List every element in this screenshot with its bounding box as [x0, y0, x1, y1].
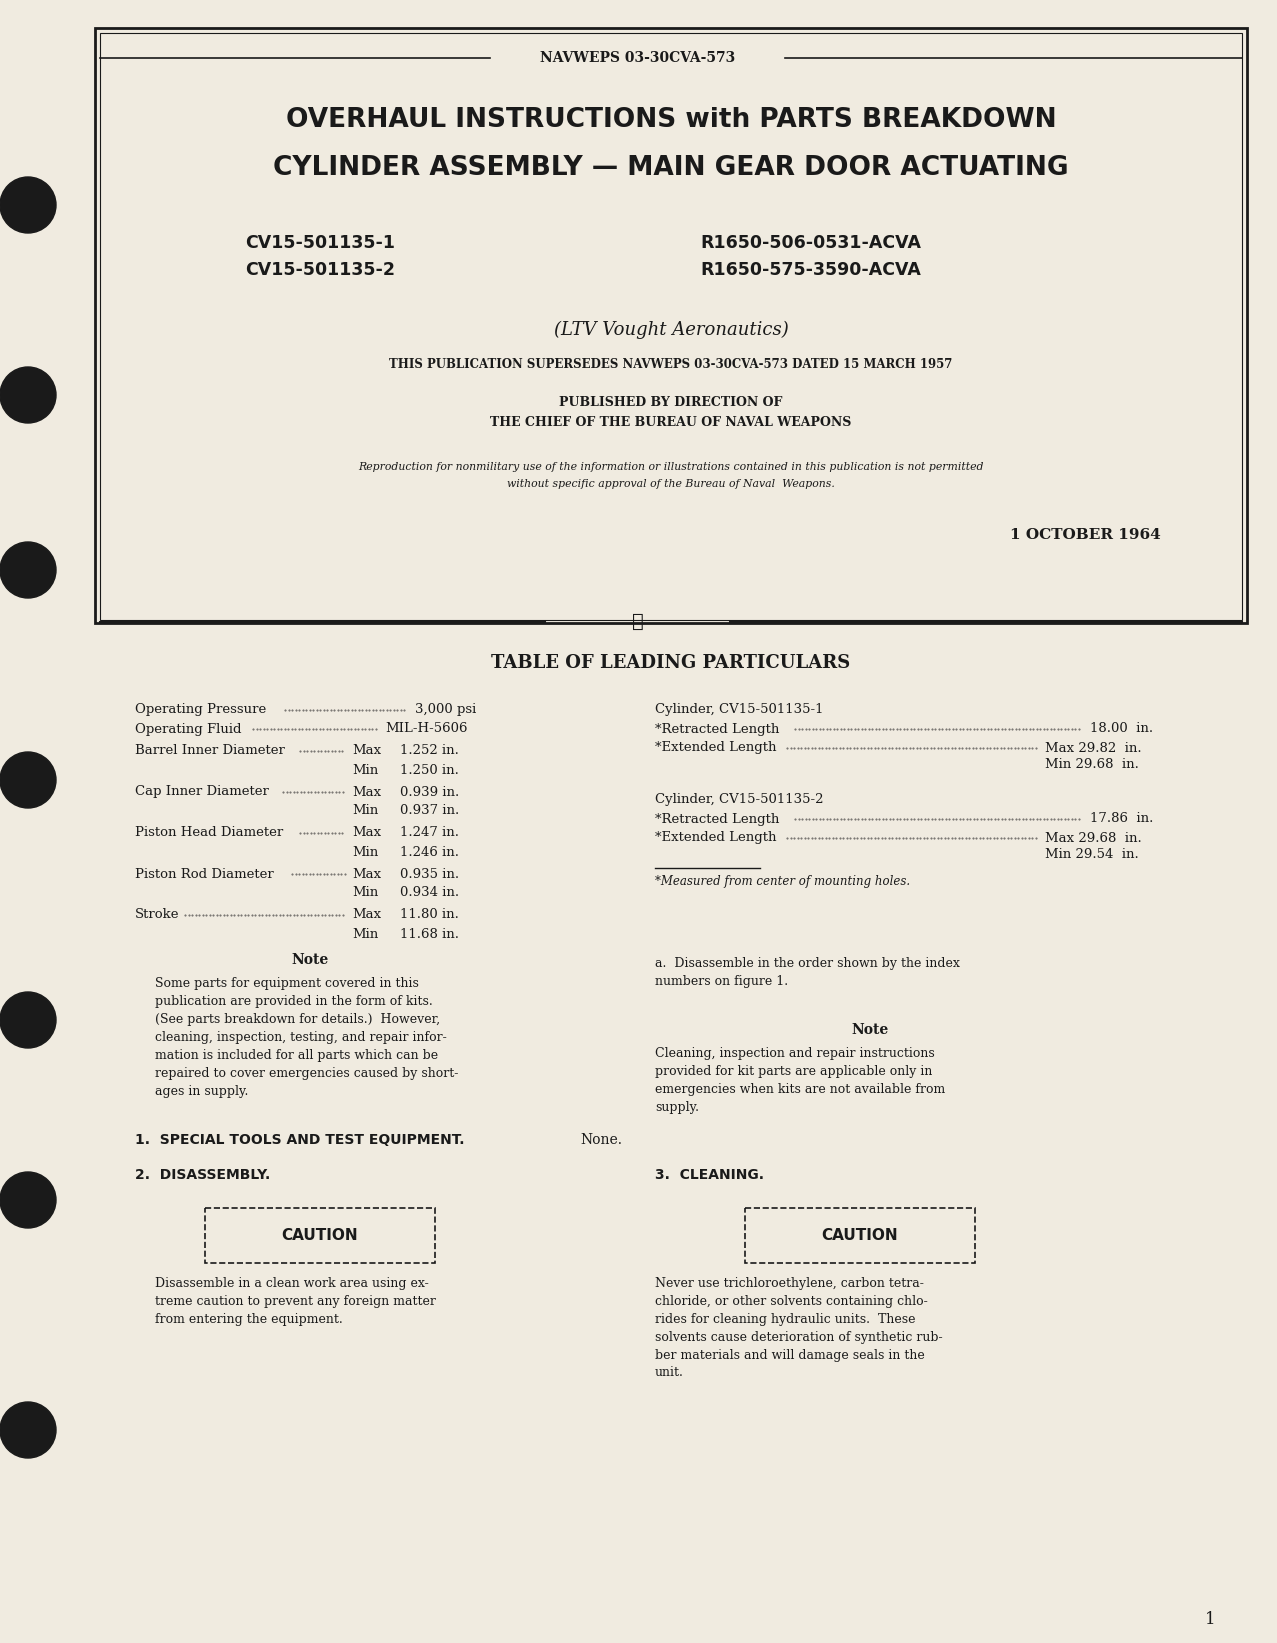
Circle shape [0, 177, 56, 233]
Text: Piston Rod Diameter: Piston Rod Diameter [135, 868, 273, 881]
Text: Never use trichloroethylene, carbon tetra-: Never use trichloroethylene, carbon tetr… [655, 1277, 923, 1290]
Text: 11.68 in.: 11.68 in. [400, 928, 458, 940]
Circle shape [0, 366, 56, 422]
Text: 1: 1 [1204, 1612, 1216, 1628]
Text: NAVWEPS 03-30CVA-573: NAVWEPS 03-30CVA-573 [540, 51, 736, 66]
Text: unit.: unit. [655, 1367, 684, 1380]
Text: publication are provided in the form of kits.: publication are provided in the form of … [155, 994, 433, 1007]
Text: 0.935 in.: 0.935 in. [400, 868, 460, 881]
Text: Min: Min [352, 928, 378, 940]
Text: TABLE OF LEADING PARTICULARS: TABLE OF LEADING PARTICULARS [492, 654, 850, 672]
Text: 18.00  in.: 18.00 in. [1091, 723, 1153, 736]
Circle shape [0, 1401, 56, 1457]
Text: Cylinder, CV15-501135-1: Cylinder, CV15-501135-1 [655, 703, 824, 716]
Circle shape [0, 992, 56, 1048]
Text: 0.937 in.: 0.937 in. [400, 805, 460, 818]
Text: Stroke: Stroke [135, 909, 180, 922]
Text: Max 29.82  in.: Max 29.82 in. [1045, 741, 1142, 754]
Text: *Extended Length: *Extended Length [655, 831, 776, 845]
Text: Cylinder, CV15-501135-2: Cylinder, CV15-501135-2 [655, 794, 824, 807]
Text: THE CHIEF OF THE BUREAU OF NAVAL WEAPONS: THE CHIEF OF THE BUREAU OF NAVAL WEAPONS [490, 416, 852, 429]
Text: CV15-501135-2: CV15-501135-2 [245, 261, 395, 279]
Text: 1 OCTOBER 1964: 1 OCTOBER 1964 [1010, 527, 1161, 542]
Text: Min 29.54  in.: Min 29.54 in. [1045, 848, 1139, 861]
Text: Max: Max [352, 868, 381, 881]
Text: Note: Note [852, 1024, 889, 1037]
Text: cleaning, inspection, testing, and repair infor-: cleaning, inspection, testing, and repai… [155, 1030, 447, 1043]
Text: ber materials and will damage seals in the: ber materials and will damage seals in t… [655, 1349, 925, 1362]
Text: Min: Min [352, 764, 378, 777]
Text: provided for kit parts are applicable only in: provided for kit parts are applicable on… [655, 1065, 932, 1078]
Text: Some parts for equipment covered in this: Some parts for equipment covered in this [155, 976, 419, 989]
Text: Barrel Inner Diameter: Barrel Inner Diameter [135, 744, 285, 757]
Text: Min: Min [352, 887, 378, 899]
Text: rides for cleaning hydraulic units.  These: rides for cleaning hydraulic units. Thes… [655, 1313, 916, 1326]
Text: mation is included for all parts which can be: mation is included for all parts which c… [155, 1048, 438, 1061]
Text: a.  Disassemble in the order shown by the index: a. Disassemble in the order shown by the… [655, 956, 960, 969]
Text: ages in supply.: ages in supply. [155, 1084, 248, 1098]
Text: CYLINDER ASSEMBLY — MAIN GEAR DOOR ACTUATING: CYLINDER ASSEMBLY — MAIN GEAR DOOR ACTUA… [273, 154, 1069, 181]
Text: 1.246 in.: 1.246 in. [400, 846, 458, 859]
Text: solvents cause deterioration of synthetic rub-: solvents cause deterioration of syntheti… [655, 1331, 942, 1344]
Text: 1.247 in.: 1.247 in. [400, 826, 458, 840]
Text: Operating Fluid: Operating Fluid [135, 723, 241, 736]
Text: 3,000 psi: 3,000 psi [415, 703, 476, 716]
Text: *Retracted Length: *Retracted Length [655, 813, 779, 825]
Text: *Measured from center of mounting holes.: *Measured from center of mounting holes. [655, 876, 911, 889]
Text: 1.252 in.: 1.252 in. [400, 744, 458, 757]
Text: Reproduction for nonmilitary use of the information or illustrations contained i: Reproduction for nonmilitary use of the … [359, 462, 983, 472]
Text: 1.250 in.: 1.250 in. [400, 764, 458, 777]
Text: 11.80 in.: 11.80 in. [400, 909, 458, 922]
Text: from entering the equipment.: from entering the equipment. [155, 1313, 342, 1326]
Text: THIS PUBLICATION SUPERSEDES NAVWEPS 03-30CVA-573 DATED 15 MARCH 1957: THIS PUBLICATION SUPERSEDES NAVWEPS 03-3… [389, 358, 953, 371]
Text: Cap Inner Diameter: Cap Inner Diameter [135, 785, 269, 798]
Text: OVERHAUL INSTRUCTIONS with PARTS BREAKDOWN: OVERHAUL INSTRUCTIONS with PARTS BREAKDO… [286, 107, 1056, 133]
Text: 17.86  in.: 17.86 in. [1091, 813, 1153, 825]
Text: Operating Pressure: Operating Pressure [135, 703, 266, 716]
Text: Min: Min [352, 846, 378, 859]
Circle shape [0, 1171, 56, 1227]
Text: ★: ★ [632, 613, 644, 631]
Text: (LTV Vought Aeronautics): (LTV Vought Aeronautics) [554, 320, 788, 338]
Circle shape [0, 542, 56, 598]
Text: 0.939 in.: 0.939 in. [400, 785, 460, 798]
Text: CV15-501135-1: CV15-501135-1 [245, 233, 395, 251]
Circle shape [0, 752, 56, 808]
Text: MIL-H-5606: MIL-H-5606 [384, 723, 467, 736]
Text: emergencies when kits are not available from: emergencies when kits are not available … [655, 1083, 945, 1096]
Text: *Extended Length: *Extended Length [655, 741, 776, 754]
Text: 2.  DISASSEMBLY.: 2. DISASSEMBLY. [135, 1168, 271, 1181]
Text: Min: Min [352, 805, 378, 818]
Text: Disassemble in a clean work area using ex-: Disassemble in a clean work area using e… [155, 1277, 429, 1290]
Text: Max: Max [352, 785, 381, 798]
Text: repaired to cover emergencies caused by short-: repaired to cover emergencies caused by … [155, 1066, 458, 1079]
Text: treme caution to prevent any foreign matter: treme caution to prevent any foreign mat… [155, 1295, 435, 1308]
Text: (See parts breakdown for details.)  However,: (See parts breakdown for details.) Howev… [155, 1012, 441, 1025]
Text: Max: Max [352, 826, 381, 840]
Text: chloride, or other solvents containing chlo-: chloride, or other solvents containing c… [655, 1295, 928, 1308]
Text: CAUTION: CAUTION [821, 1227, 898, 1244]
Text: PUBLISHED BY DIRECTION OF: PUBLISHED BY DIRECTION OF [559, 396, 783, 409]
Text: R1650-575-3590-ACVA: R1650-575-3590-ACVA [700, 261, 921, 279]
Text: None.: None. [580, 1134, 622, 1147]
Text: Cleaning, inspection and repair instructions: Cleaning, inspection and repair instruct… [655, 1047, 935, 1060]
Text: CAUTION: CAUTION [282, 1227, 359, 1244]
Text: R1650-506-0531-ACVA: R1650-506-0531-ACVA [700, 233, 921, 251]
Text: supply.: supply. [655, 1101, 699, 1114]
Text: 1.  SPECIAL TOOLS AND TEST EQUIPMENT.: 1. SPECIAL TOOLS AND TEST EQUIPMENT. [135, 1134, 465, 1147]
Text: *Retracted Length: *Retracted Length [655, 723, 779, 736]
Text: Min 29.68  in.: Min 29.68 in. [1045, 759, 1139, 772]
Text: without specific approval of the Bureau of Naval  Weapons.: without specific approval of the Bureau … [507, 480, 835, 490]
Text: Max 29.68  in.: Max 29.68 in. [1045, 831, 1142, 845]
Text: Max: Max [352, 909, 381, 922]
Text: Piston Head Diameter: Piston Head Diameter [135, 826, 283, 840]
Text: Note: Note [291, 953, 328, 968]
Text: Max: Max [352, 744, 381, 757]
Text: 0.934 in.: 0.934 in. [400, 887, 460, 899]
Text: numbers on figure 1.: numbers on figure 1. [655, 974, 788, 987]
Text: 3.  CLEANING.: 3. CLEANING. [655, 1168, 764, 1181]
